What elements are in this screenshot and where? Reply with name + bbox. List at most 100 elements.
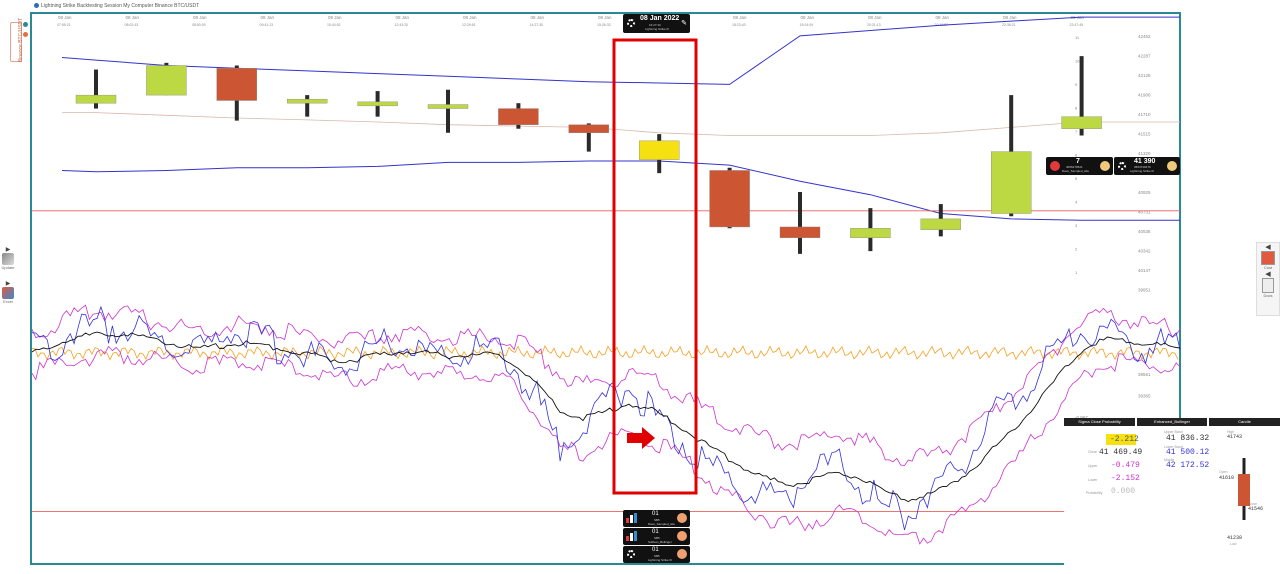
candle-high-value: 41743 <box>1227 434 1243 440</box>
document-icon <box>1262 278 1274 293</box>
price-axis-label: 42452 <box>1138 34 1151 39</box>
time-axis-date-label: 08 Jan <box>1003 15 1017 20</box>
prob-axis-label: -0.967 <box>1075 415 1088 420</box>
prob-axis-label: 39561 <box>1138 372 1151 377</box>
cost-button[interactable]: Cost <box>1257 251 1279 270</box>
time-axis-time-label: 18:23:43 <box>732 23 746 27</box>
candle-body <box>991 151 1032 214</box>
docs-button[interactable]: Docs <box>1257 278 1279 298</box>
time-axis-date-label: 08 Jan <box>126 15 140 20</box>
update-icon <box>2 253 14 265</box>
time-axis-date-label: 08 Jan <box>463 15 477 20</box>
time-axis-time-label: 08:02:43 <box>125 23 139 27</box>
candle-panel-title: Candle <box>1209 418 1280 426</box>
indicator-icon <box>677 513 687 523</box>
orange-oscillator-line <box>31 344 1179 361</box>
candle-body <box>568 124 609 133</box>
current-date-badge[interactable]: 08 Jan 2022 16:27:43 Lightning Strike II… <box>623 14 690 33</box>
indicator-badge-2[interactable]: 01 SB5 Sullivan_Bollinger <box>623 528 690 545</box>
time-axis-time-label: 14:27:30 <box>530 23 544 27</box>
price-axis-label: 40147 <box>1138 268 1151 273</box>
bollinger-mid-value: 41 500.12 <box>1166 448 1210 457</box>
gear-icon <box>627 550 635 558</box>
time-axis-date-label: 08 Jan <box>598 15 612 20</box>
symbol-vertical-tab[interactable]: Binance BTC/USDT <box>10 18 24 62</box>
level-marker-label: 9 <box>1075 82 1078 87</box>
time-axis-date-label: 08 Jan <box>733 15 747 20</box>
info-panel: Sigma Close Probability Enhanced_Bolling… <box>1064 418 1280 570</box>
time-axis-time-label: 22:47:45 <box>1070 23 1084 27</box>
coin-icon <box>1100 161 1110 171</box>
price-axis-label: 41515 <box>1138 132 1151 137</box>
sigma-highlight <box>1106 434 1136 445</box>
candle-body <box>850 228 891 238</box>
indicator-badge-3[interactable]: 01 SB5 Lightning Strike III <box>623 546 690 563</box>
right-toolbar: ◀ Cost ◀ Docs <box>1256 242 1280 316</box>
time-axis-time-label: 10:44:52 <box>327 23 341 27</box>
indicator-icon <box>677 549 687 559</box>
bollinger-lower-value: 42 172.52 <box>1166 461 1210 470</box>
time-axis-date-label: 08 Jan <box>261 15 275 20</box>
app-logo-icon <box>34 3 39 9</box>
time-axis-date-label: 08 Jan <box>58 15 72 20</box>
candle-preview <box>1238 458 1250 520</box>
time-axis-date-label: 08 Jan <box>531 15 545 20</box>
candle-body <box>75 94 117 104</box>
pencil-icon[interactable]: ✎ <box>681 20 687 27</box>
price-axis-label: 41906 <box>1138 93 1151 98</box>
arrow-right-icon: ▶ <box>5 281 11 287</box>
update-button[interactable]: ▶ Update <box>1 247 15 270</box>
time-axis-time-label: 19:24:09 <box>800 23 814 27</box>
chart-frame <box>30 12 1181 565</box>
left-dot-orange-icon <box>23 32 28 37</box>
sample-badge[interactable]: 7 4056279521 Dave_Sampled_tide <box>1046 157 1113 175</box>
candle-body <box>920 218 961 230</box>
time-axis-time-label: 07:55:21 <box>57 23 71 27</box>
level-marker-label: 5 <box>1075 176 1078 181</box>
price-axis-label: 42128 <box>1138 73 1151 78</box>
sigma-prob-value: 0.000 <box>1111 487 1136 496</box>
calendar-icon <box>1261 251 1275 265</box>
level-marker-label: 4 <box>1075 200 1078 205</box>
sigma-panel-title: Sigma Close Probability <box>1064 418 1135 426</box>
window-title: Lightning Strike Backtesting Session My … <box>34 3 199 9</box>
level-marker-label: 6 <box>1075 153 1078 158</box>
candle-body <box>498 108 539 125</box>
time-axis-time-label: 22:38:21 <box>1002 23 1016 27</box>
level-marker-label: 2 <box>1075 247 1078 252</box>
coin-icon <box>1167 161 1177 171</box>
indicator-badge-1[interactable]: 01 SB5 Dave_Sampled_tide <box>623 510 690 527</box>
upper-band-line <box>61 16 1180 85</box>
level-marker-label: 8 <box>1075 106 1078 111</box>
candle-body <box>146 65 187 96</box>
time-axis-date-label: 08 Jan <box>868 15 882 20</box>
price-axis-label: 41320 <box>1138 151 1151 156</box>
gear-icon <box>1118 162 1126 170</box>
excel-button[interactable]: ▶ Excel <box>0 280 16 304</box>
arrow-left-icon: ◀ <box>1265 244 1271 251</box>
price-axis-label: 39951 <box>1138 288 1151 293</box>
prob-series-line <box>31 305 1181 531</box>
prob-axis-label: 39365 <box>1138 394 1151 399</box>
price-badge[interactable]: 41 390 3564729476 Lightning Strike III <box>1114 157 1180 175</box>
highlight-box <box>612 38 698 495</box>
candle-body <box>709 170 750 228</box>
bar-chart-icon <box>626 513 637 523</box>
price-axis-label: 40731 <box>1138 210 1151 215</box>
candle-body <box>287 98 328 104</box>
candle-body <box>357 101 398 107</box>
bollinger-panel-title: Enhanced_Bollinger <box>1137 418 1207 426</box>
time-axis-date-label: 08 Jan <box>396 15 410 20</box>
prob-upper-band-line <box>31 304 1181 467</box>
bug-icon <box>1050 161 1060 171</box>
level-marker-label: 10 <box>1075 59 1080 64</box>
price-axis-label: 42287 <box>1138 54 1151 59</box>
time-axis-time-label: 09:41:13 <box>260 23 274 27</box>
gear-icon <box>627 19 635 27</box>
level-marker-label: 7 <box>1075 129 1078 134</box>
time-axis-time-label: 12:29:51 <box>462 23 476 27</box>
bar-chart-icon <box>626 531 637 541</box>
candle-close-value: 41546 <box>1248 506 1264 512</box>
candle-low-value: 41238 <box>1227 535 1243 541</box>
candle-body <box>427 104 469 109</box>
